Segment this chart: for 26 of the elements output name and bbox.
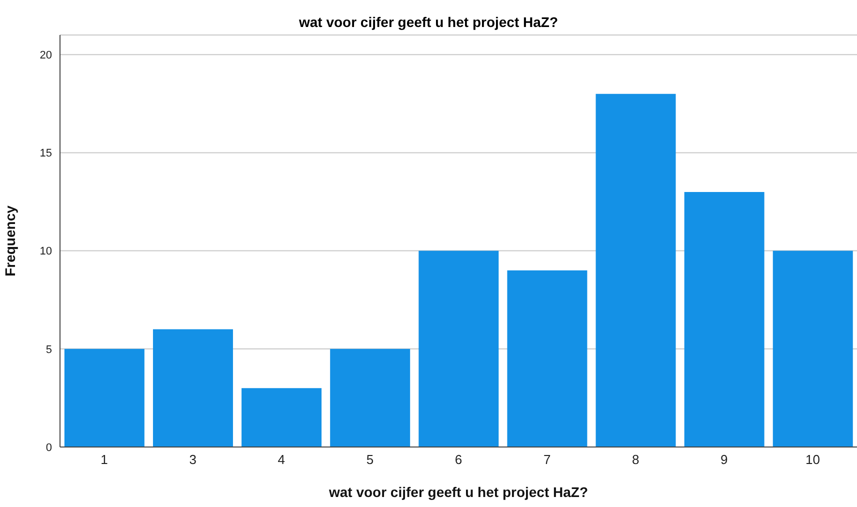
x-tick-label: 1 [100, 452, 108, 468]
y-axis-title: Frequency [2, 205, 18, 276]
y-tick-label: 5 [46, 344, 52, 356]
x-tick-label: 7 [543, 452, 551, 468]
bar [330, 348, 410, 447]
y-tick-label: 0 [46, 442, 52, 454]
bar [507, 270, 588, 447]
y-tick-label: 10 [40, 246, 52, 258]
bar [242, 388, 322, 447]
x-tick-label: 5 [366, 452, 374, 468]
y-tick-label: 15 [40, 148, 52, 160]
bar [684, 192, 764, 447]
bar [64, 348, 144, 447]
bar [772, 250, 853, 447]
x-axis-title: wat voor cijfer geeft u het project HaZ? [328, 484, 588, 500]
bar [596, 94, 676, 447]
x-tick-label: 10 [805, 452, 820, 468]
y-tick-label: 20 [40, 50, 52, 62]
x-tick-label: 4 [278, 452, 286, 468]
x-tick-label: 3 [189, 452, 196, 468]
bar [418, 250, 499, 447]
x-tick-label: 6 [454, 452, 462, 468]
bar [152, 329, 233, 447]
chart-title: wat voor cijfer geeft u het project HaZ? [298, 14, 560, 30]
x-tick-label: 9 [720, 452, 728, 468]
x-tick-label: 8 [632, 452, 640, 468]
